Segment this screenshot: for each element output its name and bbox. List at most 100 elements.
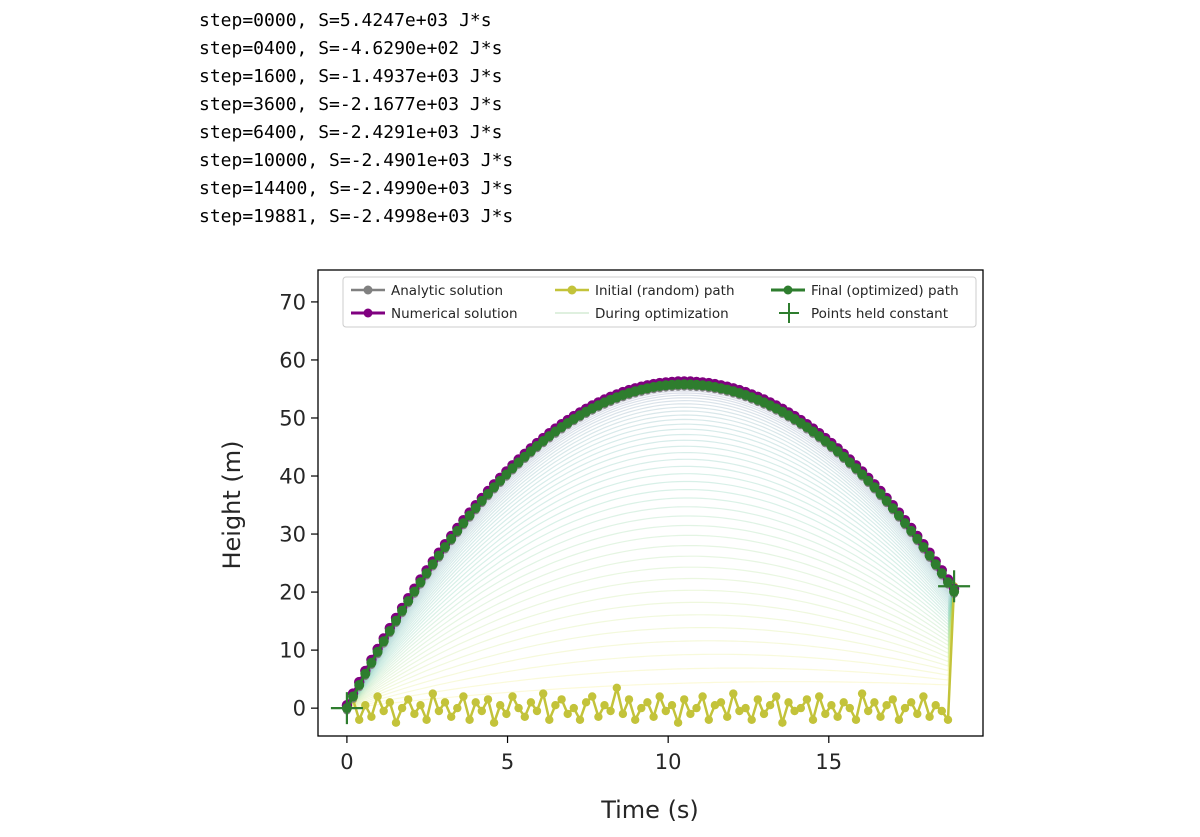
initial-path-point xyxy=(514,703,523,713)
final-path-point xyxy=(427,559,438,570)
y-tick-label: 20 xyxy=(279,581,306,605)
final-path-point xyxy=(354,680,365,690)
final-path-point xyxy=(943,577,953,588)
final-path-point xyxy=(415,577,426,588)
initial-path-point xyxy=(680,695,689,704)
initial-path-point xyxy=(821,709,830,719)
final-path-point xyxy=(391,615,401,626)
initial-path-point xyxy=(361,701,370,710)
legend-swatch-marker xyxy=(783,285,793,295)
initial-path-point xyxy=(447,712,456,721)
initial-path-point xyxy=(563,709,572,719)
optimization-trace-line xyxy=(346,555,955,709)
final-path-point xyxy=(483,488,493,499)
initial-path-point xyxy=(649,712,658,721)
log-line: step=1600, S=-1.4937e+03 J*s xyxy=(199,66,503,87)
initial-path-point xyxy=(747,715,756,724)
legend-item: Points held constant xyxy=(779,303,948,323)
log-line: step=0400, S=-4.6290e+02 J*s xyxy=(199,38,503,59)
initial-path-point xyxy=(545,715,554,724)
initial-path-point xyxy=(551,701,560,710)
initial-path-point xyxy=(422,715,431,724)
plot-frame xyxy=(317,269,984,737)
final-path-point xyxy=(409,586,420,597)
optimization-trace-line xyxy=(346,586,955,709)
initial-path-point xyxy=(477,706,486,716)
initial-path-point xyxy=(753,695,762,704)
initial-path-point xyxy=(827,701,836,710)
initial-path-point xyxy=(600,701,609,710)
initial-path-point xyxy=(784,698,793,707)
log-line: step=3600, S=-2.1677e+03 J*s xyxy=(199,94,503,115)
initial-path-point xyxy=(772,692,781,701)
x-tick-label: 0 xyxy=(340,750,353,774)
optimization-traces xyxy=(346,383,955,709)
optimization-trace-line xyxy=(346,524,955,709)
optimization-trace-line xyxy=(346,506,955,709)
x-tick-label: 10 xyxy=(655,750,682,774)
optimization-trace-line xyxy=(346,428,955,709)
initial-path-point xyxy=(434,706,444,716)
final-path-point xyxy=(421,568,432,579)
initial-path-point xyxy=(489,718,499,727)
initial-path-point xyxy=(741,703,750,713)
optimization-trace-line xyxy=(346,586,955,709)
final-path-point xyxy=(403,596,414,607)
optimization-trace-line xyxy=(346,586,955,709)
x-tick-label: 5 xyxy=(501,750,514,774)
final-path-line xyxy=(345,382,956,709)
initial-path-point xyxy=(655,692,664,701)
initial-path-line xyxy=(345,586,956,728)
y-tick-label: 40 xyxy=(279,465,306,489)
legend-item: During optimization xyxy=(555,306,729,322)
optimization-trace-line xyxy=(346,414,955,709)
optimization-log: step=0000, S=5.4247e+03 J*s step=0400, S=… xyxy=(199,7,513,231)
final-path-point xyxy=(440,542,450,553)
optimization-trace-line xyxy=(346,497,955,709)
axis-ticks: 0 5 10 15 0 10 20 30 40 50 60 70 xyxy=(279,290,842,774)
initial-path-point xyxy=(913,709,922,719)
initial-path-point xyxy=(815,692,824,701)
initial-path-point xyxy=(686,709,695,719)
legend: Analytic solution Numerical solution Initi… xyxy=(342,276,977,328)
optimization-trace-line xyxy=(346,515,955,709)
initial-path-point xyxy=(882,701,891,710)
initial-path-point xyxy=(532,706,542,716)
initial-path-point xyxy=(765,701,775,710)
final-path-point xyxy=(366,657,377,668)
initial-path-point xyxy=(870,698,879,707)
legend-item: Initial (random) path xyxy=(555,283,735,299)
initial-path-point xyxy=(404,695,413,704)
final-path-point xyxy=(857,469,868,480)
initial-path-point xyxy=(459,692,468,701)
final-path-point xyxy=(360,668,371,679)
final-path-point xyxy=(936,568,947,579)
initial-path-point xyxy=(643,698,652,707)
initial-path-point xyxy=(594,712,603,721)
y-axis-title: Height (m) xyxy=(218,440,246,569)
initial-path-point xyxy=(729,689,738,698)
final-path-point xyxy=(863,475,874,486)
optimization-trace-line xyxy=(346,473,955,709)
log-line: step=0000, S=5.4247e+03 J*s xyxy=(199,10,492,31)
optimization-trace-line xyxy=(346,586,955,709)
legend-item: Final (optimized) path xyxy=(771,283,959,299)
optimization-trace-line xyxy=(346,586,955,709)
legend-label: Numerical solution xyxy=(391,306,518,322)
y-tick-label: 10 xyxy=(279,639,306,663)
log-line: step=6400, S=-2.4291e+03 J*s xyxy=(199,122,503,143)
initial-path-point xyxy=(526,698,536,707)
initial-path-point xyxy=(581,698,591,707)
initial-path-point xyxy=(931,701,940,710)
final-path-point xyxy=(348,691,358,702)
initial-path-point xyxy=(618,709,628,719)
legend-item: Numerical solution xyxy=(351,306,518,322)
final-path-point xyxy=(446,533,457,544)
optimization-trace-line xyxy=(346,586,955,709)
initial-path-point xyxy=(857,689,867,698)
y-tick-label: 50 xyxy=(279,406,306,430)
log-line: step=19881, S=-2.4998e+03 J*s xyxy=(199,206,514,227)
final-path-point xyxy=(893,510,904,521)
final-path-point xyxy=(397,605,408,616)
final-path-point xyxy=(470,503,481,514)
